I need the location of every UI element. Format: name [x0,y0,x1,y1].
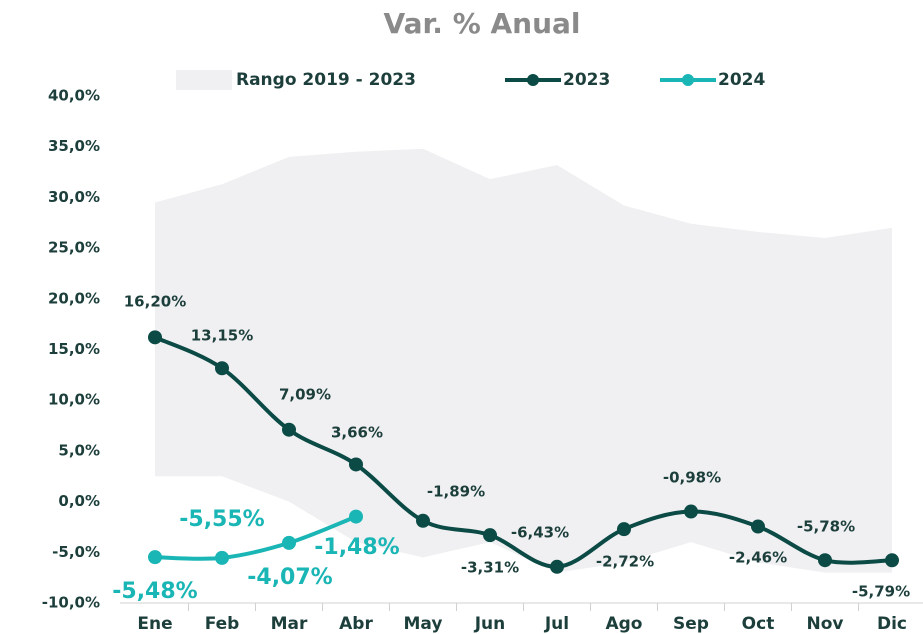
legend-label: Rango 2019 - 2023 [236,70,416,90]
point [349,457,363,472]
point [215,550,229,565]
legend-swatch [176,70,232,90]
y-tick-label: 40,0% [48,87,100,105]
x-tick-label: Feb [205,614,240,634]
data-label: -2,46% [729,549,787,567]
point [282,535,296,550]
x-tick-label: May [404,614,443,634]
data-label: 13,15% [191,327,253,345]
data-label: -1,89% [427,483,485,501]
data-label: -5,79% [852,583,910,601]
point [148,330,162,345]
data-label: 3,66% [331,424,383,442]
point [148,550,162,565]
x-tick-label: Abr [339,614,373,634]
y-tick-label: 30,0% [48,188,100,206]
y-tick-label: 20,0% [48,289,100,307]
y-tick-label: -10,0% [42,594,100,612]
point [818,553,832,568]
y-tick-label: 35,0% [48,137,100,155]
x-tick-label: Nov [807,614,844,634]
legend-dot [682,74,694,86]
y-tick-label: 0,0% [58,492,100,510]
x-tick-label: Oct [742,614,775,634]
y-tick-label: 10,0% [48,391,100,409]
y-tick-label: -5,0% [52,543,100,561]
point [416,513,430,528]
data-label: -4,07% [247,565,332,590]
data-label: -2,72% [596,553,654,571]
data-label: -0,98% [663,469,721,487]
data-label: -3,31% [461,559,519,577]
y-tick-label: 15,0% [48,340,100,358]
series-line [154,514,357,561]
point [885,553,899,568]
data-label: -5,55% [179,507,264,532]
x-tick-label: Dic [877,614,907,634]
x-tick-label: Mar [271,614,308,634]
legend-label: 2024 [718,70,765,90]
point [349,509,363,524]
x-tick-label: Jul [544,614,569,634]
x-tick-label: Ene [137,614,172,634]
point [617,522,631,537]
data-label: -5,48% [112,579,197,604]
point [684,504,698,519]
range-band [155,148,892,573]
point [483,528,497,543]
data-label: -1,48% [314,535,399,560]
x-tick-label: Jun [474,614,506,634]
data-label: -6,43% [511,524,569,542]
x-tick-label: Sep [673,614,709,634]
y-tick-label: 5,0% [58,441,100,459]
data-label: 16,20% [124,293,186,311]
legend-dot [527,74,539,86]
legend-label: 2023 [563,70,610,90]
point [751,519,765,534]
point [550,559,564,574]
x-tick-label: Ago [605,614,642,634]
y-tick-label: 25,0% [48,239,100,257]
chart-title: Var. % Anual [383,7,580,40]
point [215,361,229,376]
point [282,422,296,437]
data-label: 7,09% [279,386,331,404]
data-label: -5,78% [797,518,855,536]
